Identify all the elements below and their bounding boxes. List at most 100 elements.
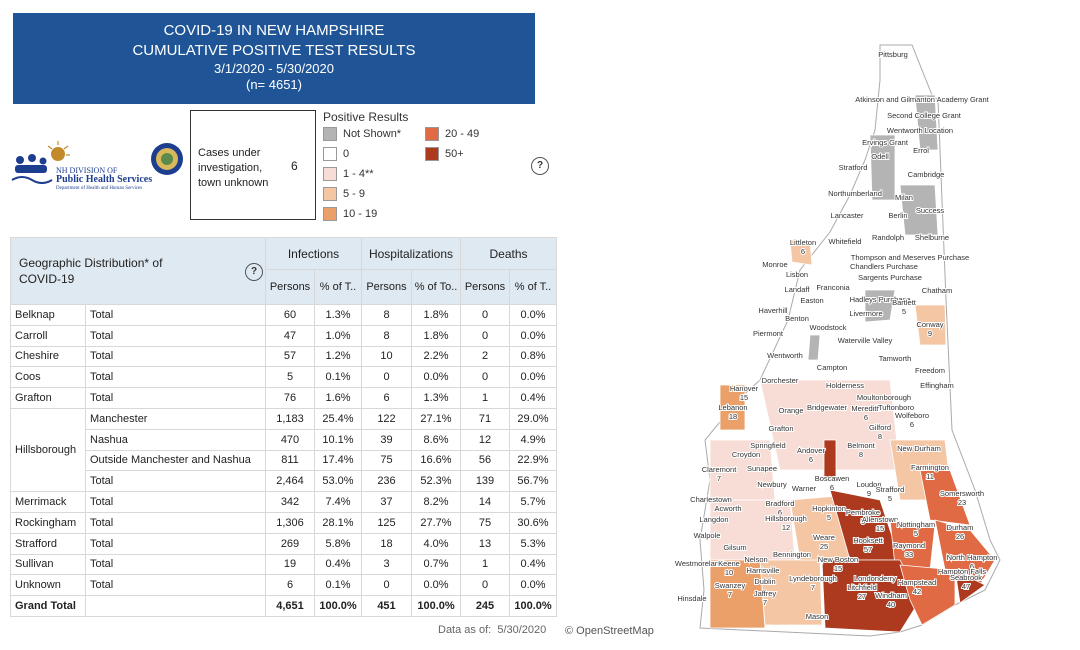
- table-cell: % of T..: [510, 270, 557, 305]
- town-label: Haverhill: [758, 306, 788, 315]
- town-label: Farmington: [911, 463, 949, 472]
- table-cell: 5: [266, 367, 315, 389]
- town-label: Hanover: [730, 384, 759, 393]
- town-label: North Hampton: [947, 553, 998, 562]
- table-cell: 1.6%: [315, 388, 362, 409]
- unknown-box: Cases under investigation, town unknown …: [190, 110, 316, 220]
- table-cell: 451: [362, 596, 412, 617]
- unknown-value: 6: [291, 159, 298, 173]
- town-label: Success: [916, 206, 945, 215]
- town-label: Hillsborough: [765, 514, 807, 523]
- town-label: Meredith: [851, 404, 880, 413]
- town-label: 7: [763, 598, 767, 607]
- town-label: Seabrook: [950, 573, 982, 582]
- table-cell: 0.7%: [412, 554, 461, 576]
- town-label: Whitefield: [829, 237, 862, 246]
- table-cell: 10.1%: [315, 429, 362, 451]
- table-cell: 18: [362, 533, 412, 555]
- town-label: Boscawen: [815, 474, 850, 483]
- town-label: Lebanon: [718, 403, 747, 412]
- table-cell: Persons: [461, 270, 510, 305]
- table-cell: 1.3%: [412, 388, 461, 409]
- town-label: Orange: [778, 406, 803, 415]
- table-cell: 8: [362, 325, 412, 347]
- town-label: 42: [913, 587, 921, 596]
- town-label: Lisbon: [786, 270, 808, 279]
- help-icon[interactable]: ?: [531, 157, 549, 175]
- table-cell: 16.6%: [412, 450, 461, 472]
- table-cell: 1.3%: [315, 305, 362, 326]
- table-cell: % of To..: [412, 270, 461, 305]
- table-cell: 14: [461, 492, 510, 513]
- town-label: Windham: [875, 591, 907, 600]
- table-cell: 8.6%: [412, 429, 461, 451]
- town-label: Londonderry: [854, 574, 896, 583]
- logo-icon: [11, 141, 70, 184]
- table-cell: % of T..: [315, 270, 362, 305]
- town-label: Sargents Purchase: [858, 273, 922, 282]
- town-label: Bridgewater: [807, 403, 848, 412]
- table-cell: Rockingham: [10, 513, 86, 534]
- table-cell: 39: [362, 429, 412, 451]
- town-label: Pembroke: [846, 508, 880, 517]
- table-cell: Cheshire: [10, 346, 86, 368]
- town-label: Errol: [913, 146, 929, 155]
- table-cell: 53.0%: [315, 471, 362, 493]
- town-label: 26: [956, 532, 964, 541]
- town-label: Thompson and Meserves Purchase: [851, 253, 969, 262]
- table-cell: 29.0%: [510, 409, 557, 430]
- unknown-label: Cases under investigation, town unknown: [198, 147, 269, 189]
- legend-item: 50+: [425, 147, 464, 161]
- table-cell: 1,306: [266, 513, 315, 534]
- table-cell: 1: [461, 388, 510, 409]
- town-label: 7: [728, 590, 732, 599]
- table-cell: 76: [266, 388, 315, 409]
- table-cell: Total: [86, 325, 266, 347]
- legend-swatch: [323, 207, 337, 221]
- title: CUMULATIVE POSITIVE TEST RESULTS: [132, 42, 416, 59]
- legend-label: 1 - 4**: [343, 167, 374, 180]
- table-cell: 1: [461, 554, 510, 576]
- table-cell: 0.1%: [315, 367, 362, 389]
- title: COVID-19 IN NEW HAMPSHIRE: [163, 22, 385, 39]
- table-cell: 5.3%: [510, 533, 557, 555]
- table-cell: 0: [461, 325, 510, 347]
- town-label: Springfield: [750, 441, 785, 450]
- town-label: Mason: [806, 612, 829, 621]
- date-range: 3/1/2020 - 5/30/2020: [214, 61, 334, 76]
- town-label: 25: [820, 542, 828, 551]
- table-cell: Grand Total: [10, 596, 86, 617]
- logo-text: Department of Health and Human Services: [56, 186, 143, 191]
- town-label: 6: [830, 483, 834, 492]
- legend-label: 20 - 49: [445, 127, 480, 140]
- table-cell: 100.0%: [412, 596, 461, 617]
- table-cell: Deaths: [461, 237, 557, 270]
- town-label: 7: [811, 583, 815, 592]
- town-label: Weare: [813, 533, 835, 542]
- town-label: 6: [864, 413, 868, 422]
- town-label: Cambridge: [908, 170, 945, 179]
- table-cell: 47: [266, 325, 315, 347]
- table-cell: 4.9%: [510, 429, 557, 451]
- town-label: Acworth: [714, 504, 741, 513]
- table-cell: 0.0%: [510, 367, 557, 389]
- town-label: Hampstead: [898, 578, 936, 587]
- town-label: Dublin: [754, 577, 775, 586]
- town-label: 15: [834, 564, 842, 573]
- town-label: Loudon: [856, 480, 881, 489]
- legend-label: 0: [343, 147, 350, 160]
- town-label: Belmont: [847, 441, 875, 450]
- town-label: Warner: [792, 484, 817, 493]
- town-label: Effingham: [920, 381, 954, 390]
- town-label: Wentworth Location: [887, 126, 953, 135]
- help-icon[interactable]: ?: [245, 263, 263, 281]
- town-label: 33: [905, 550, 913, 559]
- legend-label: 50+: [445, 147, 464, 160]
- town-label: Harrisville: [747, 566, 780, 575]
- town-label: 9: [867, 489, 871, 498]
- table-cell: 75: [362, 450, 412, 472]
- town-label: Somersworth: [940, 489, 984, 498]
- town-label: Benton: [785, 314, 809, 323]
- town-label: Walpole: [694, 531, 721, 540]
